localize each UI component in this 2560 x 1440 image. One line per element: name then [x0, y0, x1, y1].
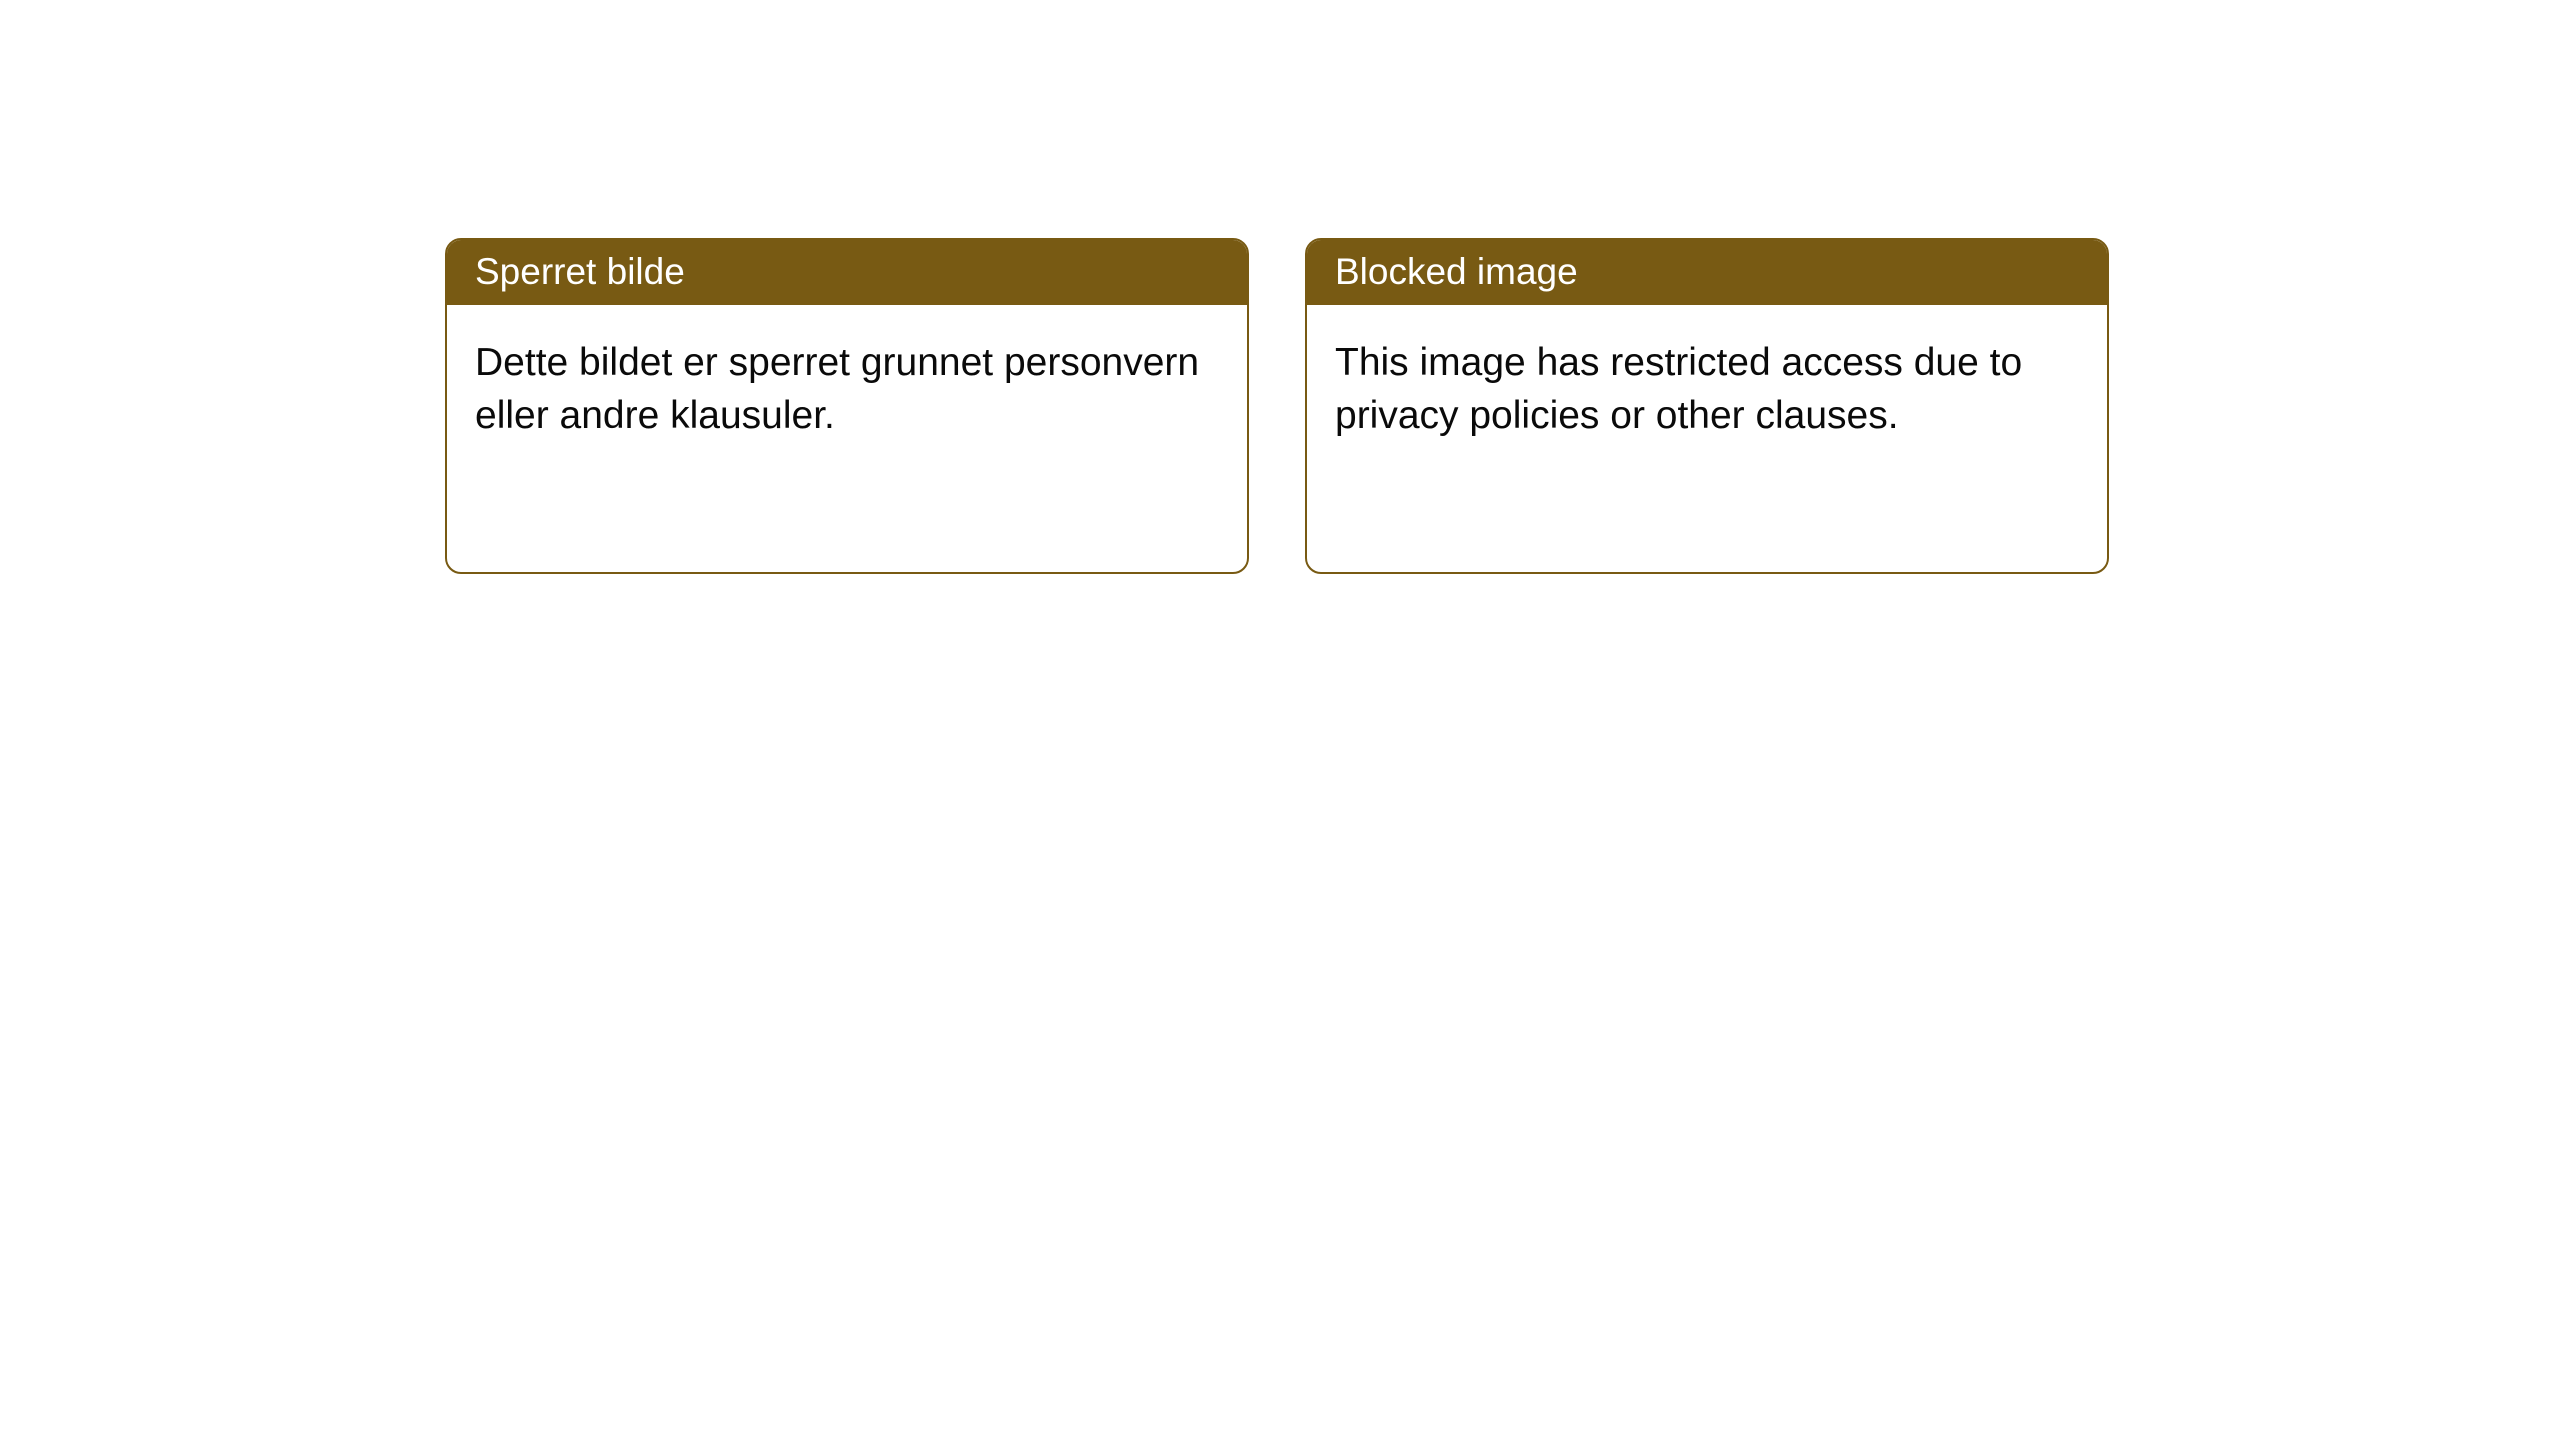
notice-header-norwegian: Sperret bilde: [447, 240, 1247, 305]
notice-container: Sperret bilde Dette bildet er sperret gr…: [0, 0, 2560, 574]
notice-body-norwegian: Dette bildet er sperret grunnet personve…: [447, 305, 1247, 470]
notice-body-english: This image has restricted access due to …: [1307, 305, 2107, 470]
notice-box-norwegian: Sperret bilde Dette bildet er sperret gr…: [445, 238, 1249, 574]
notice-box-english: Blocked image This image has restricted …: [1305, 238, 2109, 574]
notice-header-english: Blocked image: [1307, 240, 2107, 305]
